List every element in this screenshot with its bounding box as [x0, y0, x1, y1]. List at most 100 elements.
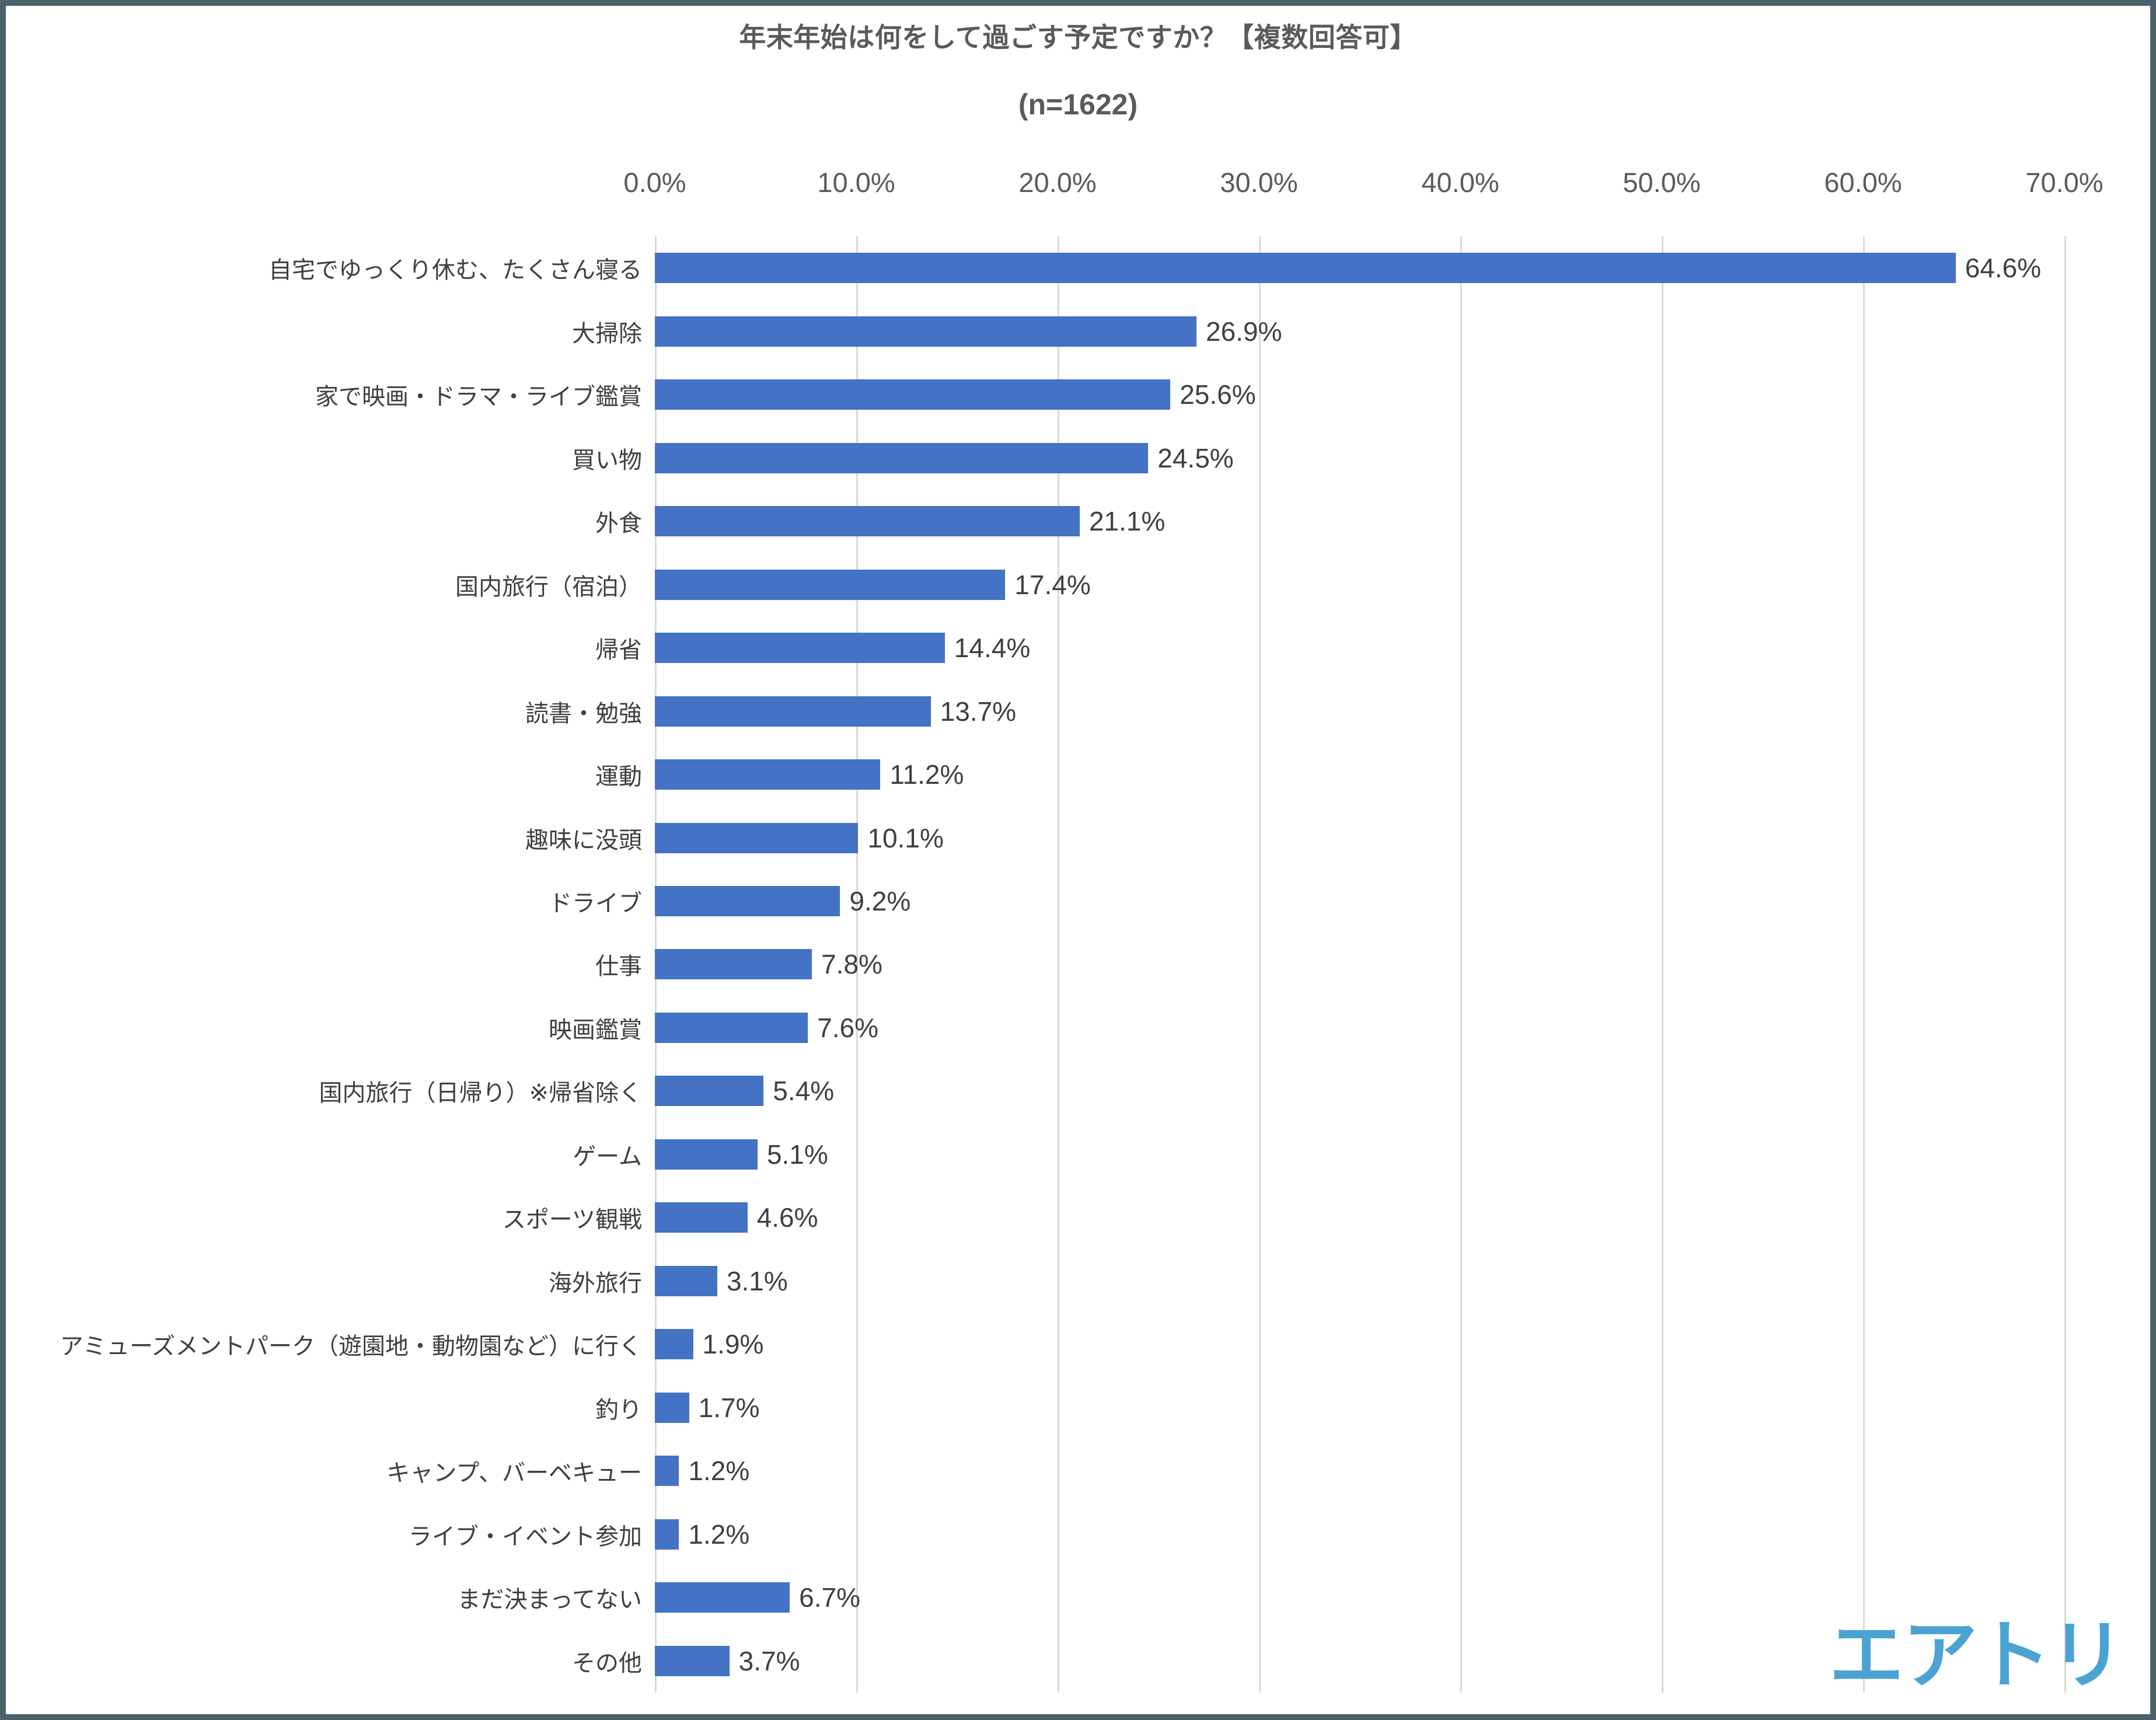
category-label: ドライブ: [549, 891, 642, 917]
bar: [655, 1519, 679, 1550]
bar-value-label: 13.7%: [940, 696, 1017, 727]
bar: [655, 506, 1080, 537]
airtrip-logo: エアトリ: [1829, 1612, 2124, 1699]
gridline-200: [1058, 236, 1059, 1693]
bar: [655, 1392, 689, 1423]
bar-value-label: 5.1%: [766, 1139, 828, 1170]
bar-value-label: 3.7%: [738, 1645, 800, 1676]
chart-title: 年末年始は何をして過ごす予定ですか？【複数回答可】: [739, 22, 1417, 53]
category-label: 帰省: [595, 637, 642, 664]
category-label: ライブ・イベント参加: [409, 1523, 642, 1550]
plot-area: 自宅でゆっくり休む、たくさん寝る 64.6% 大掃除 26.9% 家で映画・ドラマ・ライ…: [60, 236, 2066, 1693]
bar-value-label: 7.6%: [817, 1012, 879, 1043]
category-label: 大掃除: [572, 320, 642, 347]
x-tick-label: 40.0%: [1421, 167, 1499, 198]
bar: [655, 442, 1149, 473]
bar-row: スポーツ観戦 4.6%: [503, 1186, 2064, 1249]
bar-row: 国内旅行（宿泊） 17.4%: [455, 553, 2064, 616]
bar-row: 趣味に没頭 10.1%: [525, 806, 2064, 869]
bar: [655, 633, 945, 664]
bar: [655, 316, 1197, 347]
bar-row: ライブ・イベント参加 1.2%: [409, 1503, 2064, 1566]
bar-row: 自宅でゆっくり休む、たくさん寝る 64.6%: [268, 236, 2064, 299]
category-label: 国内旅行（日帰り）※帰省除く: [319, 1080, 642, 1107]
category-label: スポーツ観戦: [502, 1207, 642, 1233]
bar-row: 釣り 1.7%: [595, 1376, 2064, 1439]
x-tick-label: 10.0%: [817, 167, 895, 198]
bar-row: 海外旅行 3.1%: [549, 1250, 2064, 1313]
x-tick-label: 60.0%: [1824, 167, 1902, 198]
category-label: まだ決まってない: [457, 1587, 642, 1613]
bar: [655, 1456, 679, 1487]
bar-row: その他 3.7%: [572, 1630, 2064, 1693]
bar: [655, 569, 1006, 600]
bar-row: 運動 11.2%: [595, 743, 2064, 806]
bar-value-label: 11.2%: [889, 759, 964, 790]
x-tick-label: 70.0%: [2025, 167, 2103, 198]
bar: [655, 1012, 808, 1043]
gridline-600: [1863, 236, 1865, 1693]
bar-value-label: 1.2%: [688, 1456, 750, 1487]
bar-row: ドライブ 9.2%: [549, 870, 2064, 933]
category-label: 映画鑑賞: [549, 1017, 642, 1043]
category-label: 仕事: [595, 954, 642, 980]
bar: [655, 949, 812, 980]
bar-value-label: 1.9%: [702, 1329, 764, 1360]
bar-row: 大掃除 26.9%: [572, 299, 2064, 362]
category-label: 買い物: [572, 447, 642, 473]
bar: [655, 1202, 748, 1233]
bar-value-label: 9.2%: [849, 886, 911, 917]
category-label: 外食: [595, 511, 642, 537]
bar-value-label: 7.8%: [821, 949, 882, 980]
chart-subtitle: (n=1622): [1018, 88, 1138, 121]
gridline-700: [2064, 236, 2066, 1693]
category-label: その他: [572, 1650, 642, 1676]
bar-value-label: 4.6%: [756, 1202, 818, 1233]
bar-row: 買い物 24.5%: [572, 426, 2064, 489]
category-label: アミューズメントパーク（遊園地・動物園など）に行く: [60, 1334, 642, 1360]
x-tick-label: 30.0%: [1220, 167, 1298, 198]
bar-value-label: 17.4%: [1014, 569, 1091, 600]
bar-row: キャンプ、バーベキュー 1.2%: [386, 1439, 2064, 1502]
category-label: 家で映画・ドラマ・ライブ鑑賞: [315, 384, 642, 410]
bar-value-label: 25.6%: [1180, 379, 1256, 410]
x-tick-label: 20.0%: [1018, 167, 1097, 198]
x-tick-label: 50.0%: [1623, 167, 1701, 198]
gridline-300: [1259, 236, 1261, 1693]
bar-row: アミューズメントパーク（遊園地・動物園など）に行く 1.9%: [60, 1313, 2064, 1376]
bar: [655, 1645, 730, 1676]
category-label: 読書・勉強: [525, 700, 642, 727]
category-label: 運動: [595, 764, 642, 790]
bar-row: 家で映画・ドラマ・ライブ鑑賞 25.6%: [315, 363, 2064, 426]
bar-row: 外食 21.1%: [595, 490, 2064, 553]
bar: [655, 759, 881, 790]
category-label: ゲーム: [573, 1143, 642, 1170]
x-axis-tick-labels: 0.0% 10.0% 20.0% 30.0% 40.0% 50.0% 60.0% 70.0%: [623, 166, 2103, 207]
category-label: キャンプ、バーベキュー: [386, 1460, 642, 1487]
bar: [655, 253, 1956, 284]
bar: [655, 1582, 790, 1613]
bar-value-label: 26.9%: [1206, 316, 1282, 347]
category-label: 趣味に没頭: [525, 827, 642, 853]
bar: [655, 696, 931, 727]
bar: [655, 886, 840, 917]
gridline-100: [856, 236, 858, 1693]
bar-value-label: 14.4%: [954, 633, 1031, 664]
bar-value-label: 21.1%: [1089, 506, 1166, 537]
bar-value-label: 24.5%: [1157, 442, 1234, 473]
bar-value-label: 64.6%: [1965, 253, 2042, 284]
category-label: 海外旅行: [549, 1270, 642, 1296]
bar: [655, 1076, 764, 1107]
bar-row: まだ決まってない 6.7%: [458, 1566, 2064, 1629]
bar-row: 仕事 7.8%: [595, 933, 2064, 996]
bar-value-label: 10.1%: [867, 822, 944, 853]
category-label: 国内旅行（宿泊）: [455, 574, 642, 600]
bar: [655, 1139, 758, 1170]
bar-value-label: 1.7%: [698, 1392, 760, 1423]
bar-value-label: 3.1%: [726, 1265, 788, 1296]
bar: [655, 1329, 693, 1360]
gridline-500: [1662, 236, 1663, 1693]
bar-row: 読書・勉強 13.7%: [525, 679, 2064, 742]
bar-row: 帰省 14.4%: [595, 616, 2064, 679]
